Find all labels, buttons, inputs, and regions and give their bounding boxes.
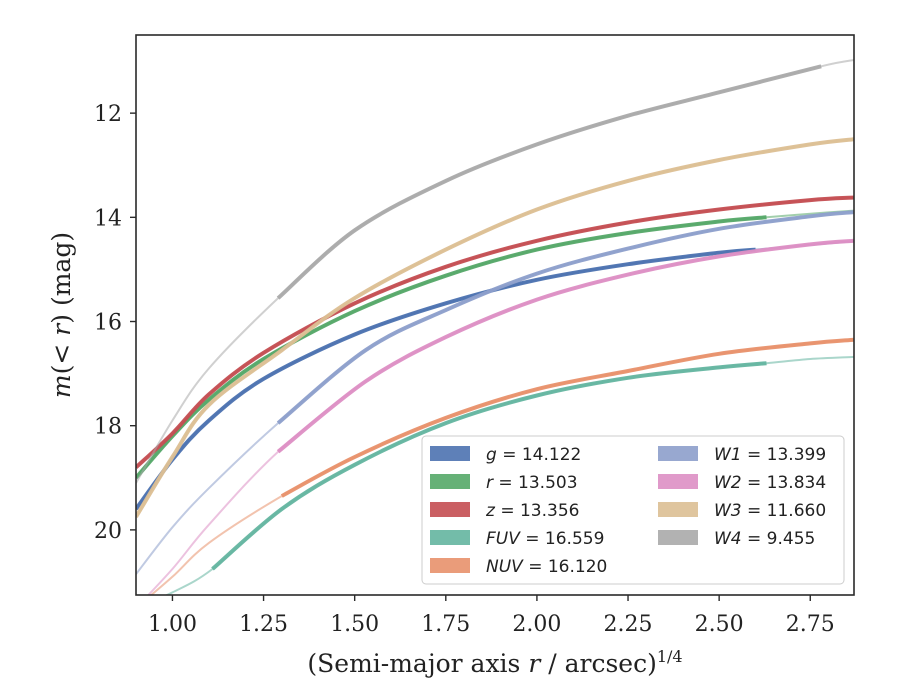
plot-frame	[135, 34, 855, 596]
y-tick-label: 18	[94, 415, 122, 440]
legend-entry-z: z = 13.356	[485, 501, 579, 521]
y-tick-label: 20	[94, 519, 122, 544]
legend-swatch-r	[430, 474, 470, 489]
legend-swatch-g	[430, 446, 470, 461]
series-w4-band	[276, 64, 822, 300]
series-layer	[136, 59, 854, 595]
series-nuv-band	[280, 337, 854, 498]
legend-entry-w3: W3 = 11.660	[714, 501, 826, 521]
y-tick-label: 12	[94, 102, 122, 127]
y-axis: 12 14 16 18 20	[94, 102, 136, 544]
x-tick-label: 2.75	[786, 612, 835, 637]
legend-entry-g: g = 14.122	[486, 445, 581, 465]
legend-swatch-z	[430, 502, 470, 517]
y-axis-label: m(< r) (mag)	[47, 232, 76, 398]
legend-swatch-w3	[658, 502, 698, 517]
series-r-band	[136, 215, 767, 480]
x-tick-label: 1.50	[330, 612, 379, 637]
x-tick-label: 2.00	[512, 612, 561, 637]
legend-entry-r: r = 13.503	[486, 473, 578, 493]
legend-swatch-w1	[658, 446, 698, 461]
series-w1-band	[276, 210, 854, 425]
x-tick-label: 1.75	[421, 612, 470, 637]
legend-entry-w2: W2 = 13.834	[714, 473, 826, 493]
x-tick-label: 1.25	[239, 612, 288, 637]
y-tick-label: 14	[94, 206, 122, 231]
series-z-band	[136, 195, 854, 469]
series-w2-band	[276, 238, 854, 454]
legend-entry-fuv: FUV = 16.559	[486, 529, 604, 549]
x-tick-label: 2.50	[695, 612, 744, 637]
x-axis-label: (Semi-major axis r / arcsec)1/4	[307, 647, 682, 678]
x-tick-label: 2.25	[604, 612, 653, 637]
legend-frame	[421, 435, 845, 585]
legend-swatch-nuv	[430, 558, 470, 573]
y-tick-label: 16	[94, 311, 122, 336]
legend-entry-w4: W4 = 9.455	[714, 529, 815, 549]
legend: g = 14.122 r = 13.503 z = 13.356 FUV = 16.5…	[421, 435, 845, 585]
legend-swatch-w4	[658, 530, 698, 545]
series-w3-band	[136, 137, 854, 518]
legend-swatch-fuv	[430, 530, 470, 545]
legend-swatch-w2	[658, 474, 698, 489]
legend-entry-w1: W1 = 13.399	[714, 445, 826, 465]
x-axis: 1.00 1.25 1.50 1.75 2.00 2.25 2.50 2.75	[148, 595, 835, 637]
legend-entry-nuv: NUV = 16.120	[486, 557, 607, 577]
series-fuv-band	[211, 361, 767, 571]
x-tick-label: 1.00	[148, 612, 197, 637]
series-g-band	[136, 247, 756, 511]
